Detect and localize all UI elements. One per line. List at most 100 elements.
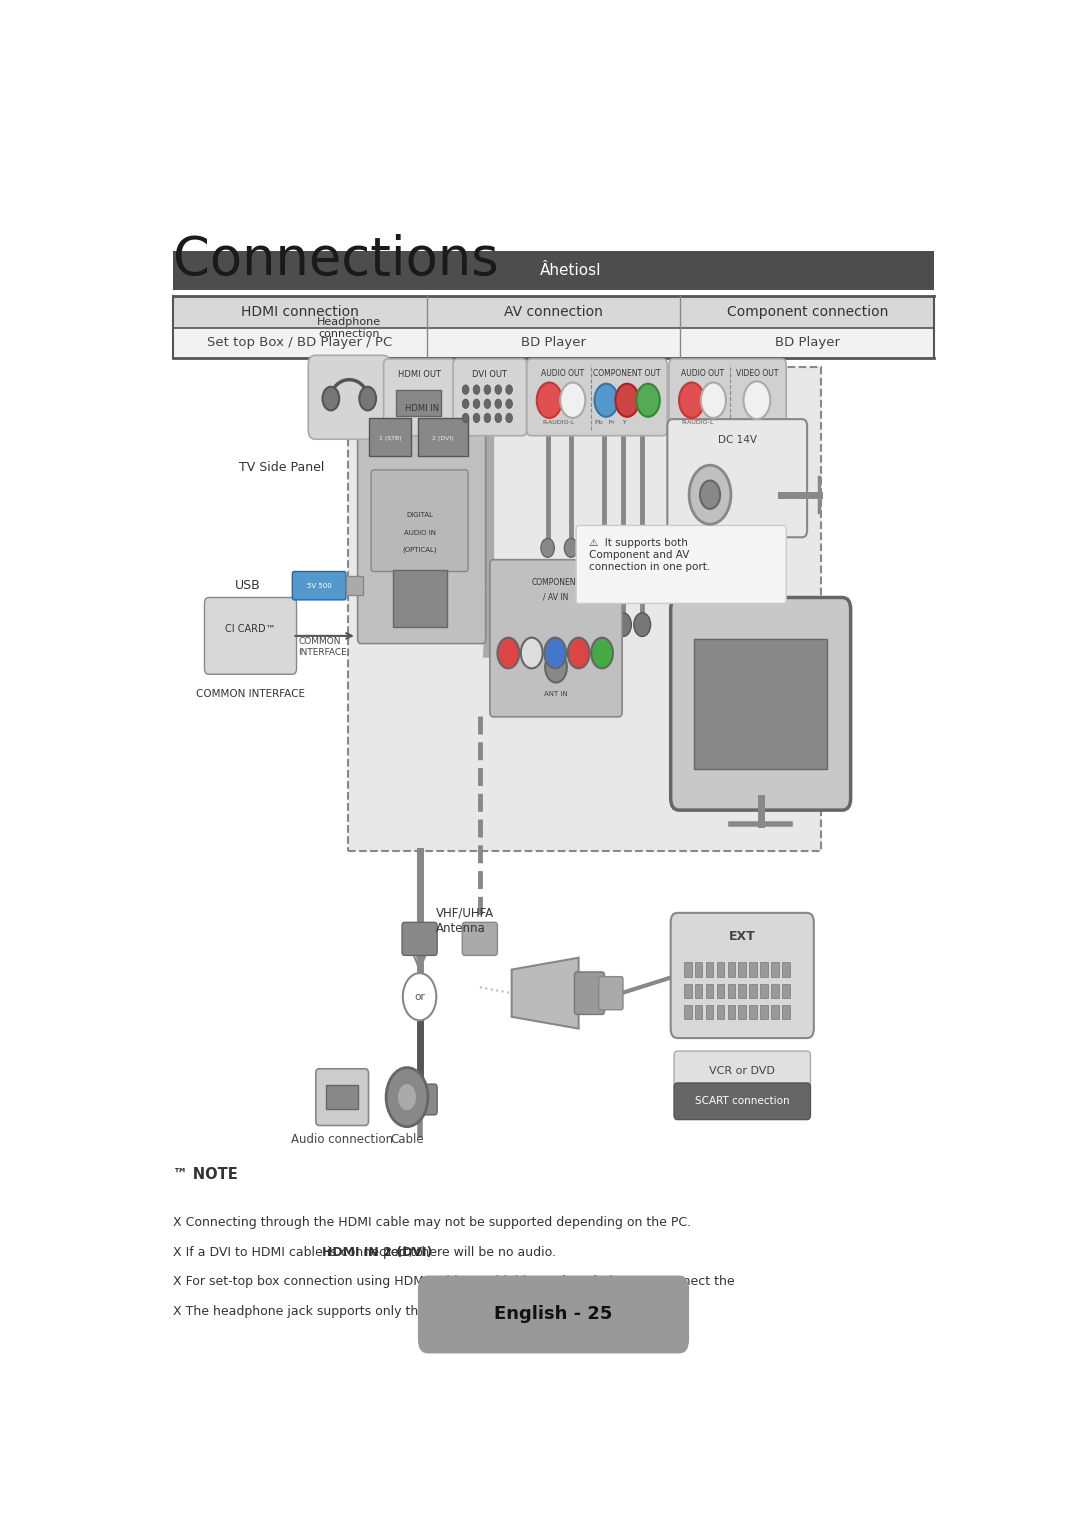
Text: Headphone
connection: Headphone connection (318, 318, 381, 339)
Circle shape (617, 538, 630, 557)
Bar (684, 1005, 691, 1019)
Bar (750, 983, 757, 999)
Circle shape (597, 538, 610, 557)
Circle shape (545, 652, 567, 683)
Circle shape (403, 973, 436, 1020)
Circle shape (568, 638, 590, 669)
Text: AUDIO OUT: AUDIO OUT (680, 368, 724, 377)
Text: X The headphone jack supports only the 3 conductor tip-ring-sleeve (TRS) type.: X The headphone jack supports only the 3… (173, 1305, 673, 1318)
Circle shape (498, 638, 519, 669)
FancyBboxPatch shape (293, 572, 346, 600)
FancyBboxPatch shape (671, 913, 814, 1039)
Text: SCART connection: SCART connection (694, 1095, 789, 1106)
Circle shape (595, 614, 612, 637)
FancyBboxPatch shape (669, 359, 786, 436)
Text: HDMI OUT: HDMI OUT (397, 370, 441, 379)
Circle shape (591, 638, 613, 669)
Bar (694, 962, 702, 977)
Bar (760, 983, 768, 999)
Bar (771, 983, 779, 999)
Circle shape (462, 413, 469, 423)
Bar (173, 252, 934, 290)
FancyBboxPatch shape (462, 922, 498, 956)
Text: DIGITAL: DIGITAL (406, 512, 433, 518)
Bar (706, 983, 714, 999)
Text: X For set-top box connection using HDMI cable, we highly recommend you to connec: X For set-top box connection using HDMI … (173, 1275, 739, 1289)
Bar (694, 1005, 702, 1019)
Circle shape (521, 638, 542, 669)
Circle shape (563, 614, 580, 637)
Bar (173, 328, 934, 357)
Bar (694, 638, 827, 769)
Circle shape (635, 538, 649, 557)
Circle shape (544, 638, 566, 669)
Circle shape (473, 385, 480, 394)
Bar (739, 1005, 746, 1019)
Circle shape (683, 538, 696, 557)
Bar (739, 962, 746, 977)
Bar (706, 1005, 714, 1019)
Text: HDMI IN 2 (DVI): HDMI IN 2 (DVI) (322, 1246, 432, 1259)
Text: X Connecting through the HDMI cable may not be supported depending on the PC.: X Connecting through the HDMI cable may … (173, 1216, 691, 1229)
Circle shape (751, 538, 764, 557)
Bar (694, 983, 702, 999)
FancyBboxPatch shape (357, 387, 486, 644)
Circle shape (505, 399, 513, 408)
Bar (782, 983, 789, 999)
Circle shape (473, 413, 480, 423)
Bar (771, 962, 779, 977)
Text: X If a DVI to HDMI cable is connected to: X If a DVI to HDMI cable is connected to (173, 1246, 427, 1259)
Text: COMMON
INTERFACE: COMMON INTERFACE (298, 638, 347, 657)
Text: Set top Box / BD Player / PC: Set top Box / BD Player / PC (207, 336, 392, 350)
Bar (728, 962, 735, 977)
Circle shape (360, 387, 376, 411)
Text: 5V 500: 5V 500 (307, 583, 332, 589)
Text: English - 25: English - 25 (495, 1305, 612, 1324)
Bar (728, 983, 735, 999)
Bar (717, 962, 725, 977)
Circle shape (495, 385, 501, 394)
Bar (418, 417, 468, 456)
Text: HDMI IN 1 (STB): HDMI IN 1 (STB) (486, 1275, 599, 1289)
Text: USB: USB (235, 580, 261, 592)
Text: AUDIO OUT: AUDIO OUT (541, 368, 584, 377)
Circle shape (700, 480, 720, 509)
Bar (717, 1005, 725, 1019)
FancyBboxPatch shape (308, 356, 390, 439)
FancyBboxPatch shape (667, 419, 807, 537)
Bar (728, 1005, 735, 1019)
Text: ™ NOTE: ™ NOTE (173, 1167, 238, 1181)
FancyBboxPatch shape (204, 598, 297, 675)
Circle shape (539, 614, 556, 637)
Circle shape (505, 385, 513, 394)
Text: COMPONENT OUT: COMPONENT OUT (593, 368, 661, 377)
Circle shape (704, 538, 717, 557)
FancyBboxPatch shape (349, 367, 821, 851)
FancyBboxPatch shape (671, 598, 851, 810)
FancyBboxPatch shape (598, 977, 623, 1009)
Text: R-AUDIO-L: R-AUDIO-L (542, 420, 576, 425)
Bar (173, 296, 934, 328)
Circle shape (484, 385, 490, 394)
FancyBboxPatch shape (674, 1083, 810, 1120)
Bar (760, 962, 768, 977)
Circle shape (495, 413, 501, 423)
Circle shape (561, 382, 585, 417)
Text: DC 14V: DC 14V (718, 436, 757, 445)
Bar (717, 983, 725, 999)
Text: / AV IN: / AV IN (543, 594, 569, 601)
Text: ⚠  It supports both
Component and AV
connection in one port.: ⚠ It supports both Component and AV conn… (589, 538, 710, 572)
Bar (396, 390, 442, 416)
Circle shape (541, 538, 554, 557)
FancyBboxPatch shape (575, 973, 605, 1014)
Circle shape (462, 385, 469, 394)
Text: Pb   Pr    Y: Pb Pr Y (594, 420, 626, 425)
Text: Audio connection: Audio connection (291, 1134, 393, 1146)
Circle shape (484, 399, 490, 408)
Text: VHF/UHFA
Antenna: VHF/UHFA Antenna (436, 907, 495, 934)
FancyBboxPatch shape (383, 359, 455, 436)
Circle shape (680, 614, 698, 637)
Circle shape (689, 465, 731, 525)
Text: CI CARD™: CI CARD™ (226, 624, 275, 635)
Text: port.: port. (543, 1275, 577, 1289)
